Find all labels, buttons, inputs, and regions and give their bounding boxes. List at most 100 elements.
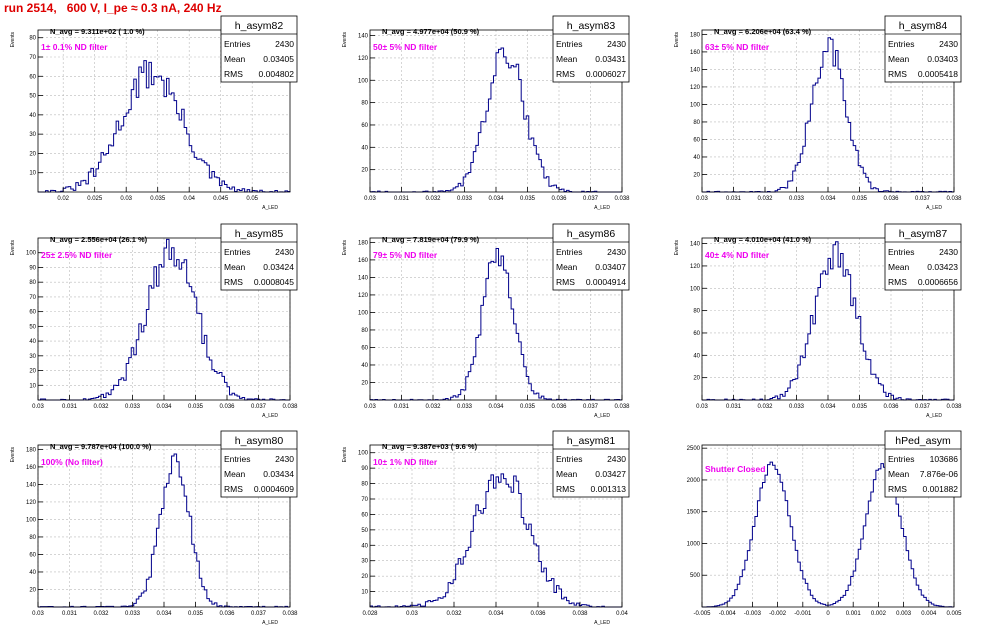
y-tick-label: 1500	[687, 510, 701, 516]
stats-box	[552, 15, 630, 83]
y-tick-label: 140	[358, 34, 369, 40]
y-axis-label: Events	[10, 447, 16, 463]
y-tick-label: 80	[693, 309, 700, 315]
x-tick-label: 0.033	[125, 611, 141, 617]
x-axis-label: A_LED	[262, 205, 278, 211]
x-axis-label: A_LED	[594, 205, 610, 211]
histogram-title: N_avg = 9.311e+02 ( 1.0 %)	[50, 27, 145, 36]
stats-value: 0.0008045	[254, 277, 294, 287]
stats-value: 0.03434	[263, 469, 294, 479]
y-tick-label: 30	[29, 354, 36, 360]
y-axis-label: Events	[342, 240, 348, 256]
stats-label: Mean	[888, 469, 910, 479]
filter-annotation: 40± 4% ND filter	[705, 250, 770, 260]
histogram-title: N_avg = 2.556e+04 (26.1 %)	[50, 235, 148, 244]
x-tick-label: 0.02	[57, 196, 69, 202]
x-tick-label: 0.034	[488, 611, 504, 617]
stats-box	[220, 223, 298, 291]
histogram-svg: 0.03 0.031 0.032 0.033 0.034 0.035 0.036 0.037 0…	[674, 223, 962, 419]
y-tick-label: 180	[690, 32, 701, 38]
histogram-line	[369, 473, 622, 608]
y-tick-label: 2000	[687, 478, 701, 484]
y-tick-label: 120	[358, 293, 369, 299]
x-tick-label: 0.036	[551, 196, 567, 202]
filter-annotation: 1± 0.1% ND filter	[41, 42, 108, 52]
x-tick-label: 0.037	[915, 404, 931, 410]
stats-box	[220, 15, 298, 83]
x-tick-label: 0.032	[757, 404, 773, 410]
stats-value: 0.03407	[595, 262, 626, 272]
y-tick-label: 20	[361, 380, 368, 386]
stats-label: Mean	[224, 469, 246, 479]
stats-label: RMS	[888, 484, 907, 494]
x-tick-label: 0.034	[156, 611, 172, 617]
x-tick-label: 0.03	[406, 611, 418, 617]
stats-value: 2430	[607, 247, 626, 257]
y-tick-label: 2500	[687, 446, 701, 452]
histogram-title: N_avg = 6.206e+04 (63.4 %)	[714, 27, 812, 36]
histogram-pad-h_asym81: 0.028 0.03 0.032 0.034 0.036 0.038 0.04 10 20 30 4…	[332, 425, 664, 632]
y-tick-label: 80	[29, 280, 36, 286]
y-tick-label: 20	[693, 376, 700, 382]
x-tick-label: 0.034	[488, 404, 504, 410]
y-tick-label: 60	[693, 137, 700, 143]
x-tick-label: 0.031	[62, 611, 78, 617]
histogram-line	[37, 453, 291, 608]
x-tick-label: 0.036	[883, 404, 899, 410]
canvas-title: run 2514, 600 V, I_pe ≈ 0.3 nA, 240 Hz	[4, 1, 222, 15]
stats-value: 2430	[275, 247, 294, 257]
y-axis-label: Events	[10, 32, 16, 48]
x-tick-label: 0.03	[120, 196, 132, 202]
stats-box-title: hPed_asym	[895, 435, 951, 447]
histogram-svg: 0.03 0.031 0.032 0.033 0.034 0.035 0.036 0.037 0…	[10, 223, 298, 419]
stats-label: RMS	[224, 484, 243, 494]
x-tick-label: 0.032	[446, 611, 462, 617]
y-tick-label: 100	[26, 251, 37, 257]
stats-value: 103686	[930, 454, 959, 464]
stats-label: RMS	[888, 277, 907, 287]
x-axis-label: A_LED	[594, 413, 610, 419]
stats-value: 2430	[607, 454, 626, 464]
stats-label: RMS	[224, 277, 243, 287]
stats-label: RMS	[556, 277, 575, 287]
x-tick-label: 0.034	[488, 196, 504, 202]
x-tick-label: 0.031	[726, 404, 742, 410]
x-tick-label: 0.038	[282, 404, 298, 410]
stats-box	[884, 15, 962, 83]
histogram-line	[38, 60, 291, 193]
y-tick-label: 20	[29, 369, 36, 375]
stats-value: 0.0004609	[254, 484, 294, 494]
y-tick-label: 20	[29, 587, 36, 593]
x-axis-label: A_LED	[594, 620, 610, 626]
y-tick-label: 50	[29, 94, 36, 100]
stats-box	[884, 223, 962, 291]
y-tick-label: 80	[693, 120, 700, 126]
x-tick-label: -0.002	[769, 611, 787, 617]
stats-box-title: h_asym86	[567, 228, 616, 240]
x-tick-label: 0.032	[93, 611, 109, 617]
histogram-svg: 0.02 0.025 0.03 0.035 0.04 0.045 0.05 10 20 30 40 5…	[10, 15, 298, 211]
stats-value: 0.001313	[591, 484, 627, 494]
x-tick-label: 0.002	[871, 611, 887, 617]
y-tick-label: 70	[29, 55, 36, 61]
histogram-pad-h_asym86: 0.03 0.031 0.032 0.033 0.034 0.035 0.036 0.037 0…	[332, 218, 664, 425]
y-tick-label: 40	[361, 363, 368, 369]
stats-value: 0.001882	[923, 484, 959, 494]
x-tick-label: 0.03	[32, 404, 44, 410]
x-tick-label: -0.003	[744, 611, 762, 617]
stats-value: 0.0006656	[918, 277, 958, 287]
y-axis-label: Events	[342, 447, 348, 463]
histogram-pad-h_asym83: 0.03 0.031 0.032 0.033 0.034 0.035 0.036 0.037 0…	[332, 10, 664, 217]
x-tick-label: 0.04	[616, 611, 628, 617]
x-tick-label: 0.033	[457, 196, 473, 202]
stats-label: Entries	[888, 39, 914, 49]
y-axis-label: Events	[674, 32, 680, 48]
stats-value: 0.03403	[927, 54, 958, 64]
x-tick-label: 0.034	[156, 404, 172, 410]
x-tick-label: 0.037	[251, 404, 267, 410]
y-tick-label: 140	[26, 482, 37, 488]
stats-value: 2430	[275, 454, 294, 464]
stats-box-title: h_asym82	[235, 20, 284, 32]
stats-box	[884, 430, 962, 498]
y-tick-label: 30	[361, 559, 368, 565]
